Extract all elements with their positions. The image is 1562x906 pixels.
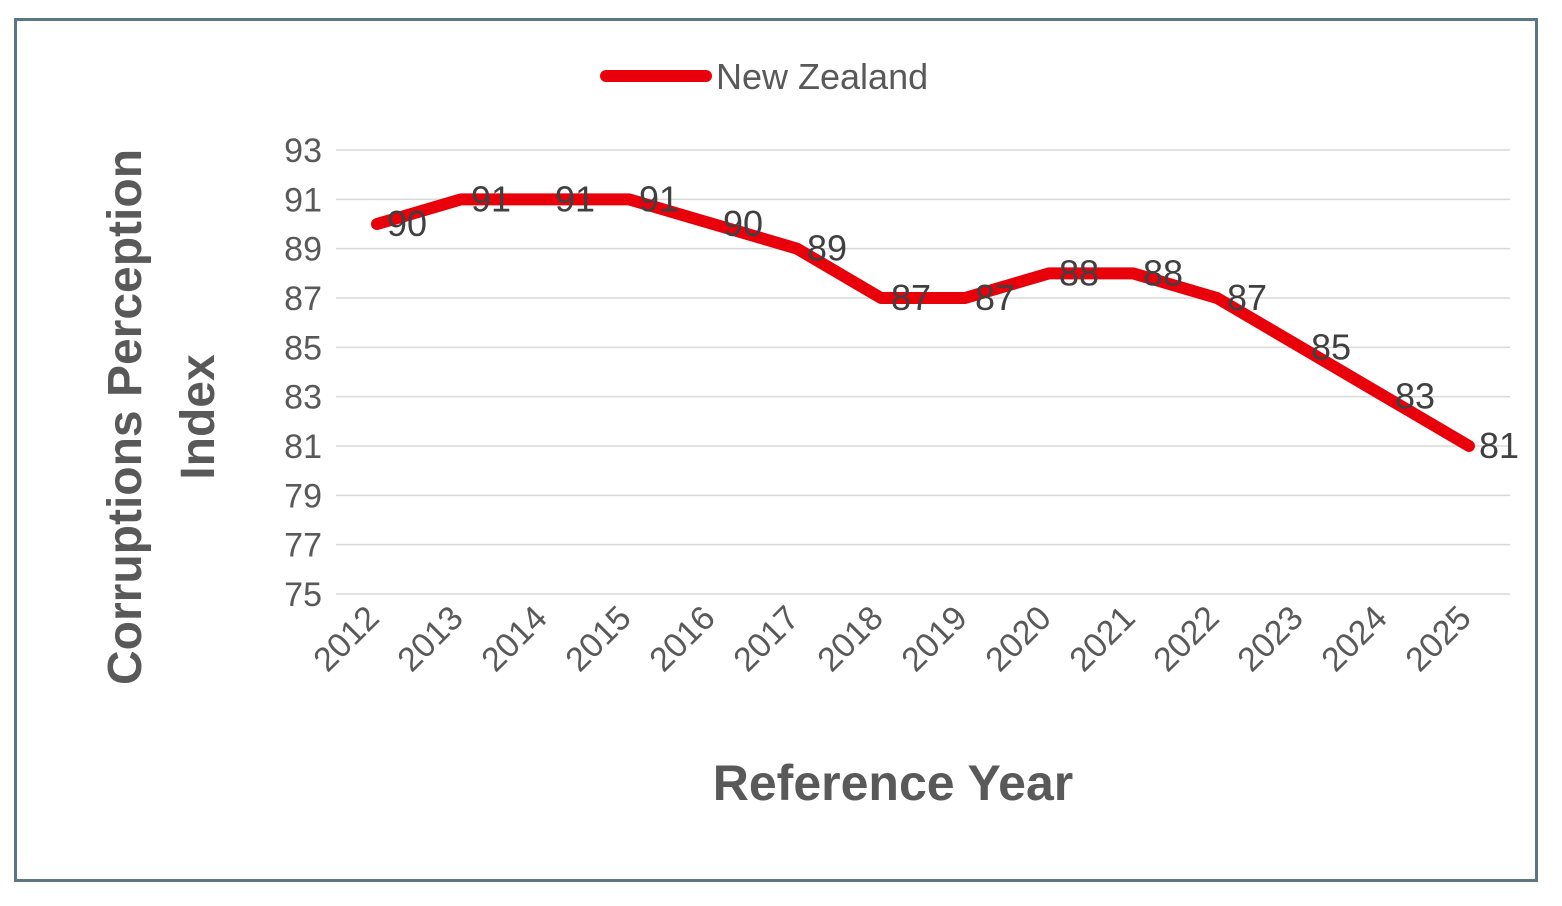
y-axis-title-line-1: Corruptions Perception <box>99 149 152 685</box>
x-tick-label-2019: 2019 <box>894 599 974 679</box>
y-tick-label-93: 93 <box>284 132 322 170</box>
x-tick-label-2021: 2021 <box>1062 599 1142 679</box>
data-labels: 90 91 91 91 90 89 87 87 88 88 87 85 83 81 <box>387 178 1519 466</box>
x-tick-label-2020: 2020 <box>978 599 1058 679</box>
y-axis-ticks: 75 77 79 81 83 85 87 89 91 93 <box>284 132 322 614</box>
y-tick-label-79: 79 <box>284 477 322 515</box>
data-label-2022: 87 <box>1227 277 1267 318</box>
series-lines <box>371 193 1475 452</box>
chart-frame <box>14 18 1538 882</box>
data-label-2016: 90 <box>723 203 763 244</box>
x-tick-label-2017: 2017 <box>726 599 806 679</box>
data-label-2018: 87 <box>891 277 931 318</box>
data-label-2024: 83 <box>1395 376 1435 417</box>
data-label-2020: 88 <box>1059 252 1099 293</box>
y-axis-title-line-2: Index <box>172 354 225 480</box>
data-label-2019: 87 <box>975 277 1015 318</box>
y-tick-label-91: 91 <box>284 181 322 219</box>
y-axis-title-group: Corruptions Perception Index <box>99 149 225 685</box>
y-tick-label-77: 77 <box>284 527 322 565</box>
data-label-2021: 88 <box>1143 252 1183 293</box>
x-tick-label-2018: 2018 <box>810 599 890 679</box>
y-tick-label-85: 85 <box>284 329 322 367</box>
data-label-2012: 90 <box>387 203 427 244</box>
data-label-2025: 81 <box>1479 425 1519 466</box>
x-tick-label-2014: 2014 <box>474 599 554 679</box>
data-label-2014: 91 <box>555 178 595 219</box>
legend-label-new-zealand: New Zealand <box>716 56 928 97</box>
x-tick-label-2023: 2023 <box>1230 599 1310 679</box>
y-tick-label-89: 89 <box>284 231 322 269</box>
y-tick-label-81: 81 <box>284 428 322 466</box>
x-tick-label-2015: 2015 <box>558 599 638 679</box>
x-tick-label-2025: 2025 <box>1398 599 1478 679</box>
legend: New Zealand <box>600 56 928 97</box>
y-tick-label-87: 87 <box>284 280 322 318</box>
x-axis-title: Reference Year <box>713 755 1073 811</box>
data-label-2015: 91 <box>639 178 679 219</box>
x-tick-label-2022: 2022 <box>1146 599 1226 679</box>
data-label-2013: 91 <box>471 178 511 219</box>
x-tick-label-2013: 2013 <box>390 599 470 679</box>
x-tick-label-2016: 2016 <box>642 599 722 679</box>
series-line-0 <box>371 193 1475 452</box>
y-tick-label-75: 75 <box>284 576 322 614</box>
y-tick-label-83: 83 <box>284 379 322 417</box>
x-tick-label-2024: 2024 <box>1314 599 1394 679</box>
data-label-2023: 85 <box>1311 326 1351 367</box>
x-axis-ticks: 2012 2013 2014 2015 2016 2017 2018 2019 2020 2021… <box>306 599 1478 679</box>
data-label-2017: 89 <box>807 228 847 269</box>
